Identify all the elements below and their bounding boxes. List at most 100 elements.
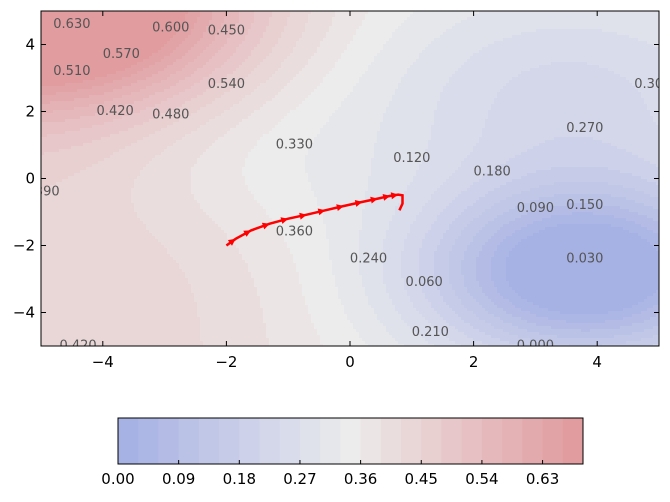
contour-band-cell bbox=[236, 26, 240, 30]
contour-band-cell bbox=[512, 41, 516, 45]
contour-band-cell bbox=[230, 35, 234, 39]
contour-band-cell bbox=[623, 38, 627, 42]
contour-band-cell bbox=[65, 50, 69, 54]
contour-band-cell bbox=[389, 41, 393, 45]
contour-band-cell bbox=[377, 26, 381, 30]
contour-band-cell bbox=[68, 14, 72, 18]
contour-band-cell bbox=[200, 20, 204, 24]
contour-band-cell bbox=[281, 35, 285, 39]
contour-band-cell bbox=[608, 41, 612, 45]
contour-band-cell bbox=[146, 23, 150, 27]
contour-band-cell bbox=[200, 23, 204, 27]
contour-band-cell bbox=[257, 32, 261, 36]
contour-band-cell bbox=[41, 44, 45, 48]
contour-band-cell bbox=[572, 14, 576, 18]
contour-band-cell bbox=[245, 41, 249, 45]
contour-band-cell bbox=[332, 41, 336, 45]
contour-band-cell bbox=[587, 23, 591, 27]
contour-band-cell bbox=[401, 23, 405, 27]
contour-band-cell bbox=[383, 23, 387, 27]
contour-band-cell bbox=[83, 32, 87, 36]
contour-band-cell bbox=[200, 17, 204, 21]
contour-fill bbox=[41, 11, 659, 346]
contour-band-cell bbox=[353, 38, 357, 42]
contour-band-cell bbox=[89, 17, 93, 21]
contour-band-cell bbox=[509, 29, 513, 33]
contour-band-cell bbox=[632, 20, 636, 24]
contour-band-cell bbox=[224, 20, 228, 24]
contour-band-cell bbox=[557, 41, 561, 45]
contour-band-cell bbox=[623, 35, 627, 39]
contour-band-cell bbox=[572, 35, 576, 39]
contour-band-cell bbox=[110, 26, 114, 30]
contour-band-cell bbox=[533, 26, 537, 30]
contour-band-cell bbox=[164, 17, 168, 21]
contour-band-cell bbox=[644, 44, 648, 48]
contour-band-cell bbox=[161, 32, 165, 36]
contour-band-cell bbox=[131, 41, 135, 45]
contour-band-cell bbox=[59, 44, 63, 48]
contour-band-cell bbox=[65, 20, 69, 24]
contour-band-cell bbox=[350, 26, 354, 30]
contour-band-cell bbox=[251, 14, 255, 18]
contour-band-cell bbox=[59, 50, 63, 54]
contour-band-cell bbox=[284, 29, 288, 33]
contour-band-cell bbox=[83, 44, 87, 48]
contour-band-cell bbox=[656, 20, 659, 24]
contour-band-cell bbox=[584, 11, 588, 15]
contour-band-cell bbox=[59, 38, 63, 42]
contour-band-cell bbox=[50, 23, 54, 27]
contour-band-cell bbox=[542, 35, 546, 39]
contour-band-cell bbox=[515, 47, 519, 51]
contour-band-cell bbox=[299, 41, 303, 45]
contour-band-cell bbox=[626, 23, 630, 27]
contour-band-cell bbox=[485, 26, 489, 30]
contour-band-cell bbox=[176, 41, 180, 45]
contour-band-cell bbox=[479, 47, 483, 51]
contour-band-cell bbox=[155, 23, 159, 27]
contour-band-cell bbox=[293, 29, 297, 33]
contour-band-cell bbox=[251, 32, 255, 36]
contour-band-cell bbox=[632, 32, 636, 36]
contour-band-cell bbox=[161, 11, 165, 15]
contour-band-cell bbox=[650, 44, 654, 48]
contour-band-cell bbox=[44, 23, 48, 27]
contour-band-cell bbox=[290, 35, 294, 39]
contour-band-cell bbox=[452, 23, 456, 27]
contour-band-cell bbox=[437, 20, 441, 24]
contour-band-cell bbox=[389, 29, 393, 33]
contour-band-cell bbox=[128, 26, 132, 30]
contour-band-cell bbox=[242, 38, 246, 42]
contour-band-cell bbox=[53, 11, 57, 15]
contour-band-cell bbox=[116, 14, 120, 18]
contour-band-cell bbox=[644, 32, 648, 36]
contour-band-cell bbox=[131, 29, 135, 33]
contour-band-cell bbox=[434, 11, 438, 15]
contour-band-cell bbox=[128, 20, 132, 24]
contour-band-cell bbox=[86, 23, 90, 27]
contour-band-cell bbox=[125, 26, 129, 30]
contour-band-cell bbox=[293, 20, 297, 24]
contour-band-cell bbox=[257, 14, 261, 18]
contour-band-cell bbox=[143, 38, 147, 42]
contour-band-cell bbox=[584, 17, 588, 21]
contour-band-cell bbox=[572, 11, 576, 15]
contour-band-cell bbox=[68, 29, 72, 33]
contour-band-cell bbox=[251, 29, 255, 33]
contour-band-cell bbox=[368, 14, 372, 18]
contour-band-cell bbox=[626, 32, 630, 36]
contour-band-cell bbox=[512, 14, 516, 18]
contour-band-cell bbox=[74, 50, 78, 54]
contour-band-cell bbox=[470, 41, 474, 45]
contour-band-cell bbox=[545, 17, 549, 21]
contour-band-cell bbox=[119, 38, 123, 42]
contour-band-cell bbox=[47, 50, 51, 54]
contour-band-cell bbox=[311, 23, 315, 27]
contour-band-cell bbox=[608, 29, 612, 33]
contour-band-cell bbox=[521, 11, 525, 15]
contour-band-cell bbox=[317, 20, 321, 24]
contour-band-cell bbox=[548, 32, 552, 36]
contour-band-cell bbox=[377, 23, 381, 27]
contour-band-cell bbox=[377, 11, 381, 15]
contour-band-cell bbox=[50, 26, 54, 30]
